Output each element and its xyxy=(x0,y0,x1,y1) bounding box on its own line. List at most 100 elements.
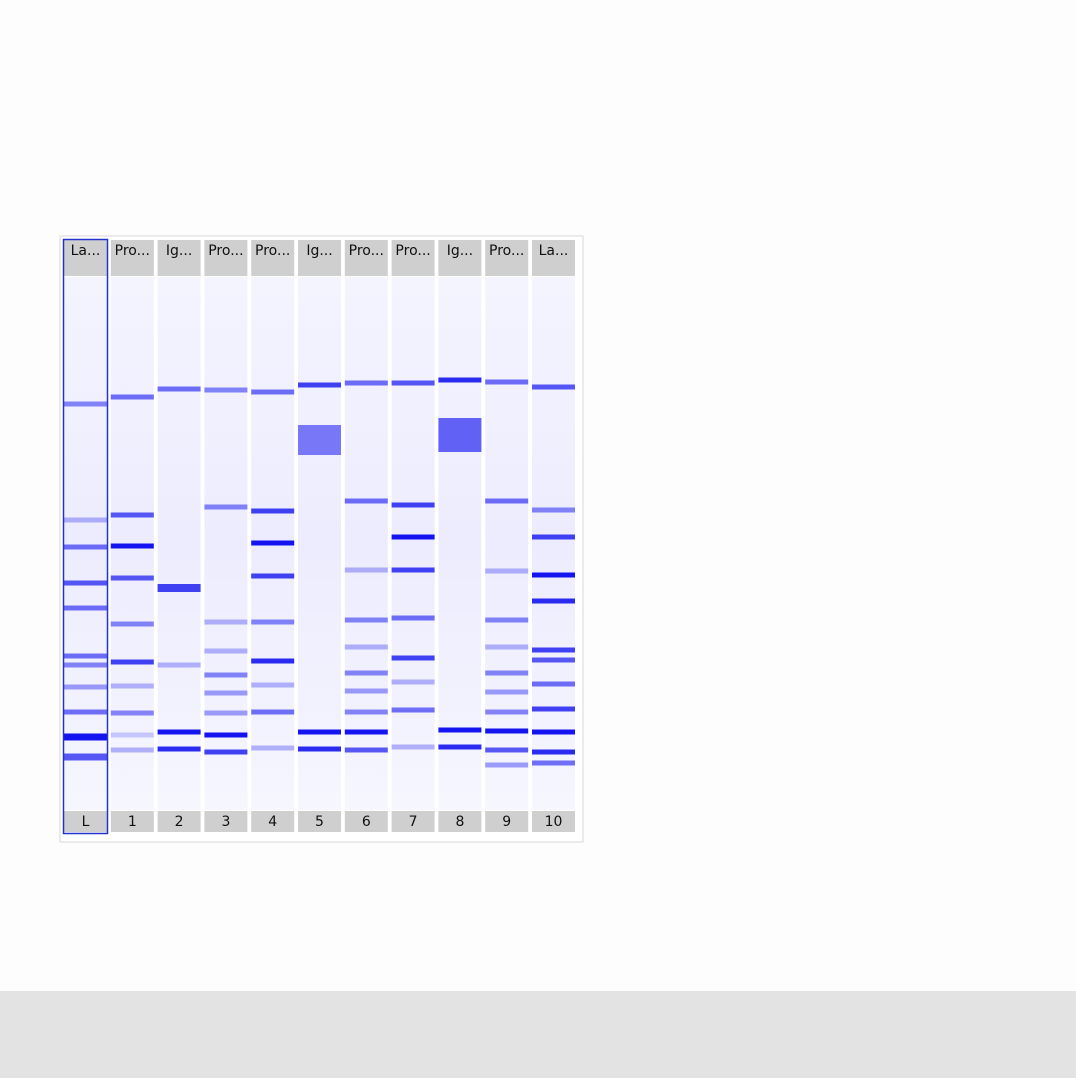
lane-header xyxy=(532,240,575,276)
band xyxy=(344,644,388,650)
lane-footer xyxy=(391,811,435,832)
lane-background xyxy=(532,277,575,810)
lane-footer xyxy=(64,811,107,832)
lane-header xyxy=(438,240,482,276)
band xyxy=(251,658,295,664)
band xyxy=(532,534,575,540)
band xyxy=(438,418,482,452)
band xyxy=(251,540,295,546)
band xyxy=(110,732,154,738)
band xyxy=(110,621,154,627)
lane-background xyxy=(391,277,435,810)
band xyxy=(532,647,575,653)
band xyxy=(532,681,575,687)
lane-footer xyxy=(438,811,482,832)
band xyxy=(64,662,107,668)
band xyxy=(485,689,529,695)
band xyxy=(391,380,435,386)
lane-footer xyxy=(157,811,201,832)
band xyxy=(110,575,154,581)
band xyxy=(251,709,295,715)
band xyxy=(157,662,201,668)
band xyxy=(157,584,201,592)
lane-footer xyxy=(204,811,248,832)
lane-footer-label: 5 xyxy=(315,814,324,830)
lane-background xyxy=(157,277,201,810)
band xyxy=(391,707,435,713)
band xyxy=(298,746,341,752)
band xyxy=(485,747,529,753)
band xyxy=(391,534,435,540)
band xyxy=(391,679,435,685)
band xyxy=(64,684,107,690)
lane-footer-label: 1 xyxy=(128,814,137,830)
lane-header-label: Pro... xyxy=(349,243,384,259)
band xyxy=(391,567,435,573)
lane-header-label: Ig... xyxy=(306,243,332,259)
band xyxy=(157,729,201,735)
band xyxy=(251,619,295,625)
lane-background xyxy=(485,277,529,810)
lane-header xyxy=(110,240,154,276)
lane-header-label: Pro... xyxy=(115,243,150,259)
band xyxy=(110,710,154,716)
lane-footer-label: 6 xyxy=(362,814,371,830)
band xyxy=(157,746,201,752)
lane-header-label: Pro... xyxy=(208,243,243,259)
band xyxy=(532,507,575,513)
band xyxy=(391,615,435,621)
band xyxy=(344,617,388,623)
lane-background xyxy=(438,277,482,810)
lane-footer-label: 7 xyxy=(409,814,418,830)
lane-header-label: Ig... xyxy=(447,243,473,259)
band xyxy=(438,744,482,750)
band xyxy=(204,710,248,716)
lane-footer-label: 4 xyxy=(268,814,277,830)
lane-background xyxy=(344,277,388,810)
lane-background xyxy=(204,277,248,810)
band xyxy=(110,394,154,400)
band xyxy=(485,568,529,574)
lane-header xyxy=(485,240,529,276)
lane-header xyxy=(204,240,248,276)
band xyxy=(64,605,107,611)
band xyxy=(64,753,107,761)
band xyxy=(204,648,248,654)
band xyxy=(344,380,388,386)
band xyxy=(532,384,575,390)
band xyxy=(251,745,295,751)
band xyxy=(298,729,341,735)
lane-selection xyxy=(62,238,109,835)
band xyxy=(204,672,248,678)
band xyxy=(110,543,154,549)
band xyxy=(532,760,575,766)
lane-header xyxy=(251,240,295,276)
lane-header-label: La... xyxy=(71,243,101,259)
band xyxy=(110,512,154,518)
status-bar xyxy=(0,991,1076,1078)
band xyxy=(438,727,482,733)
band xyxy=(64,517,107,523)
band xyxy=(204,619,248,625)
band xyxy=(532,657,575,663)
band xyxy=(532,729,575,735)
lane-footer-label: L xyxy=(82,814,90,830)
band xyxy=(532,598,575,604)
lane-footer xyxy=(251,811,295,832)
band xyxy=(64,544,107,550)
band xyxy=(204,690,248,696)
band xyxy=(64,580,107,586)
band xyxy=(485,762,529,768)
lane-header xyxy=(344,240,388,276)
lane-footer-label: 3 xyxy=(221,814,230,830)
gel-view: La... L Pro... 1 Ig... 2 Pro... 3 Pro... 4 Ig... 5 P… xyxy=(59,235,584,843)
band xyxy=(64,653,107,659)
lane-footer xyxy=(110,811,154,832)
lane-background xyxy=(64,277,107,810)
band xyxy=(298,425,341,455)
band xyxy=(532,706,575,712)
band xyxy=(438,377,482,383)
lane-header xyxy=(64,240,107,276)
band xyxy=(391,502,435,508)
